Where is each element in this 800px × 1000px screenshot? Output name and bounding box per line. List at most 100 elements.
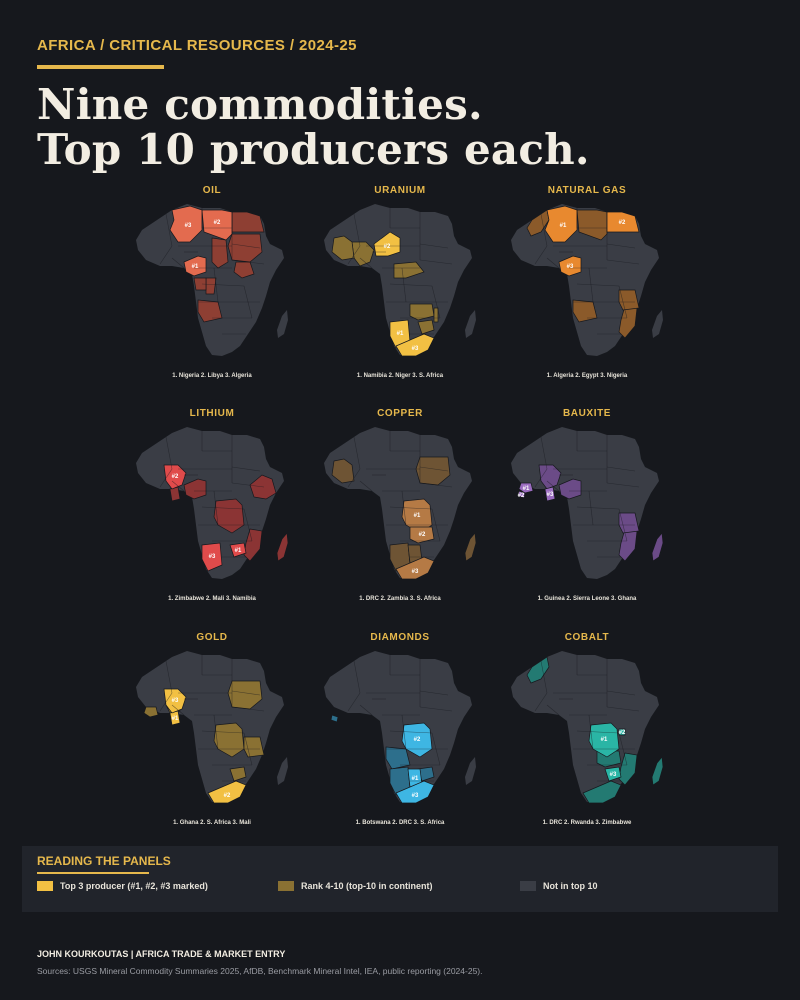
country-border	[159, 692, 173, 712]
country-border	[231, 243, 261, 249]
panel-title: COPPER	[377, 408, 423, 419]
country-border	[431, 285, 441, 319]
madagascar-land	[277, 757, 288, 785]
rank-marker: #3	[547, 492, 554, 498]
madagascar-land	[277, 310, 288, 338]
panel-title: NATURAL GAS	[547, 185, 627, 196]
legend-title: READING THE PANELS	[37, 854, 171, 868]
panel-caption: 1. Botswana 2. DRC 3. S. Africa	[355, 820, 445, 826]
country-border	[353, 436, 361, 470]
region-top3-nigeria	[558, 255, 582, 277]
country-border	[231, 259, 265, 265]
rank-marker: #1	[414, 513, 421, 519]
rank-marker: #3	[412, 793, 419, 799]
region-rank4-10-madagascar	[464, 532, 477, 562]
rank-marker: #3	[172, 698, 179, 704]
region-rank4-10-morocco	[526, 656, 550, 684]
rank-marker: #3	[610, 772, 617, 778]
country-border	[243, 732, 253, 766]
country-border	[540, 213, 548, 247]
headline-line-2: Top 10 producers each.	[37, 125, 590, 174]
region-rank4-10-gabon	[193, 277, 207, 291]
country-border	[419, 482, 453, 488]
country-border	[606, 482, 640, 488]
rank-marker: #3	[209, 554, 216, 560]
country-border	[546, 257, 560, 269]
country-border	[359, 257, 373, 269]
country-border	[231, 482, 265, 488]
madagascar-land	[465, 310, 476, 338]
country-border	[171, 257, 185, 269]
region-top3-zimbabwe	[604, 766, 622, 782]
region-rank4-10-chad	[211, 237, 229, 269]
region-rank4-10-mozambique	[618, 752, 638, 786]
madagascar-land	[652, 310, 663, 338]
country-border	[359, 704, 373, 716]
country-border	[165, 436, 173, 470]
region-rank4-10-angola	[572, 299, 598, 323]
region-rank4-10-mali	[538, 464, 562, 490]
africa-map-copper: #1 #2 #3	[324, 427, 477, 580]
panel-gold: GOLD #1 #2 #3 1. Ghana 2. S. Africa 3. Mal…	[122, 632, 302, 842]
legend-label: Not in top 10	[543, 881, 598, 891]
panel-caption: 1. Guinea 2. Sierra Leone 3. Ghana	[537, 596, 637, 602]
country-border	[201, 283, 245, 287]
legend-swatch	[37, 881, 53, 891]
region-rank4-10-egypt	[231, 211, 265, 233]
region-rank4-10-tanzania	[618, 289, 640, 311]
rank-marker: #1	[560, 223, 567, 229]
africa-map-oil: #1 #2 #3	[136, 204, 288, 356]
region-top3-zimbabwe	[229, 542, 247, 558]
country-border	[534, 692, 548, 712]
rank-marker: #1	[192, 264, 199, 270]
country-border	[431, 508, 441, 542]
panel-caption: 1. Nigeria 2. Libya 3. Algeria	[172, 373, 252, 379]
panel-copper: COPPER #1 #2 #3 1. DRC 2. Zambia 3. S. Afr…	[310, 408, 490, 618]
region-top3-mali	[163, 464, 187, 490]
country-border	[201, 730, 245, 734]
panel-uranium: URANIUM #1 #2 #3 1. Namibia 2. Niger 3. S.…	[310, 185, 490, 395]
region-rank4-10-ghana	[169, 486, 181, 502]
rank-marker: #3	[567, 264, 574, 270]
region-rank4-10-mozambique	[243, 528, 263, 562]
country-border	[546, 704, 560, 716]
country-border	[347, 692, 361, 712]
panel-caption: 1. Ghana 2. S. Africa 3. Mali	[173, 820, 251, 826]
region-top3-niger	[373, 231, 401, 257]
panel-caption: 1. Algeria 2. Egypt 3. Nigeria	[546, 373, 628, 379]
africa-map-natural-gas: #1 #2 #3	[511, 204, 663, 356]
region-top3-algeria	[544, 205, 578, 243]
country-border	[347, 245, 361, 265]
legend-swatch	[278, 881, 294, 891]
country-border	[606, 706, 640, 712]
country-border	[618, 285, 628, 319]
country-border	[576, 730, 620, 734]
country-border	[401, 490, 407, 526]
region-rank4-10-nigeria	[183, 478, 207, 500]
kicker: AFRICA / CRITICAL RESOURCES / 2024-25	[37, 37, 357, 54]
region-top3-namibia	[201, 542, 223, 572]
region-top3-guinea	[518, 482, 534, 494]
region-rank4-10-drc	[213, 722, 245, 758]
country-border	[159, 245, 173, 265]
panel-caption: 1. Namibia 2. Niger 3. S. Africa	[356, 373, 444, 379]
region-rank4-10-madagascar	[651, 532, 664, 562]
region-top3-south-africa	[395, 333, 435, 357]
panel-caption: 1. Zimbabwe 2. Mali 3. Namibia	[168, 596, 256, 602]
country-border	[431, 732, 441, 766]
africa-map-uranium: #1 #2 #3	[324, 204, 476, 357]
country-border	[618, 508, 628, 542]
legend: READING THE PANELS Top 3 producer (#1, #…	[22, 846, 778, 912]
region-rank4-10-drc	[213, 498, 245, 534]
country-border	[171, 704, 185, 716]
panel-title: URANIUM	[374, 185, 426, 196]
country-border	[419, 259, 453, 265]
country-border	[419, 690, 449, 696]
region-top3-south-africa	[395, 556, 435, 580]
continent-land	[136, 651, 284, 803]
region-rank4-10-madagascar	[651, 756, 664, 786]
legend-swatch	[520, 881, 536, 891]
legend-label: Rank 4-10 (top-10 in continent)	[301, 881, 433, 891]
country-border	[231, 690, 261, 696]
country-border	[588, 267, 594, 303]
